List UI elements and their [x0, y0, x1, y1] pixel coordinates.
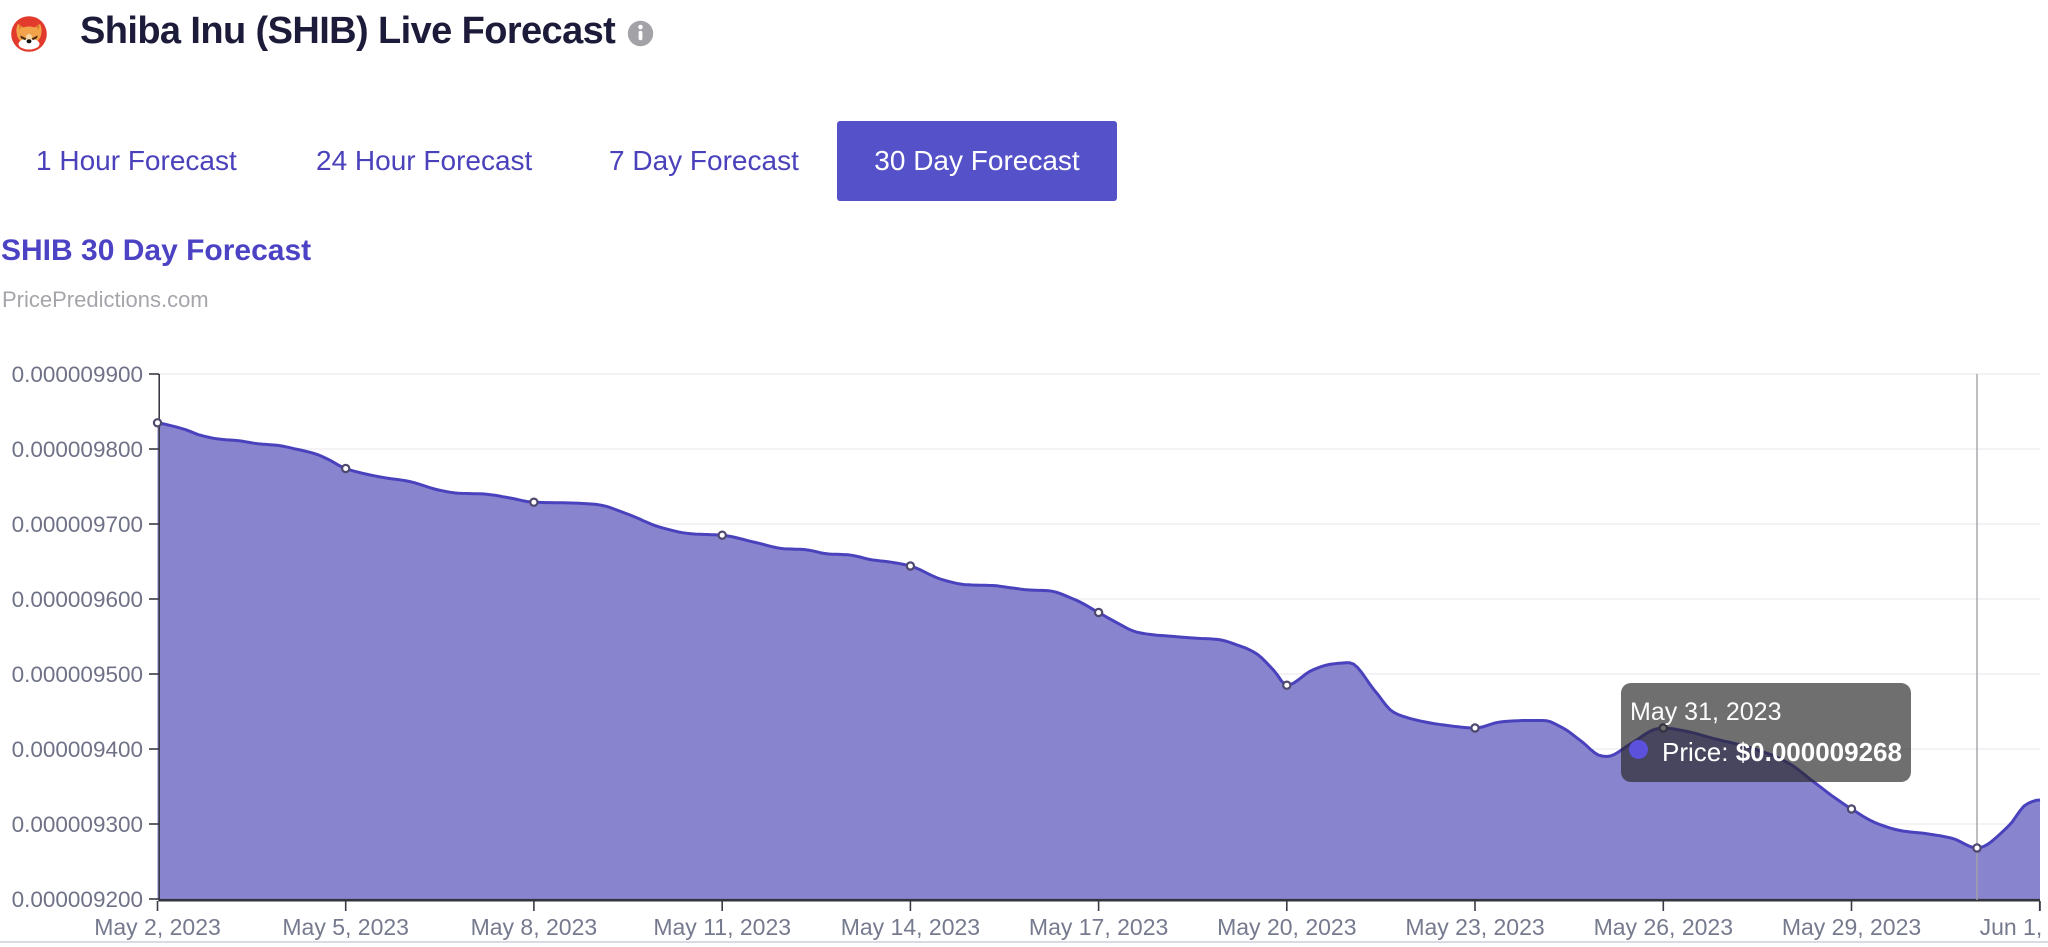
- svg-text:May 2, 2023: May 2, 2023: [94, 914, 221, 940]
- svg-text:0.000009600: 0.000009600: [12, 587, 143, 612]
- svg-text:0.000009200: 0.000009200: [12, 887, 143, 912]
- svg-text:Jun 1, 2023: Jun 1, 2023: [1980, 914, 2048, 940]
- svg-text:May 14, 2023: May 14, 2023: [841, 914, 980, 940]
- svg-text:May 20, 2023: May 20, 2023: [1217, 914, 1356, 940]
- svg-text:0.000009500: 0.000009500: [12, 662, 143, 687]
- svg-text:0.000009400: 0.000009400: [12, 737, 143, 762]
- svg-text:May 11, 2023: May 11, 2023: [653, 914, 791, 940]
- svg-text:May 5, 2023: May 5, 2023: [282, 914, 409, 940]
- svg-text:May 29, 2023: May 29, 2023: [1782, 914, 1921, 940]
- svg-text:0.000009800: 0.000009800: [12, 437, 143, 462]
- svg-text:0.000009700: 0.000009700: [12, 512, 143, 537]
- svg-text:May 8, 2023: May 8, 2023: [471, 914, 598, 940]
- svg-text:0.000009300: 0.000009300: [12, 812, 143, 837]
- svg-text:May 26, 2023: May 26, 2023: [1594, 914, 1733, 940]
- svg-text:May 23, 2023: May 23, 2023: [1405, 914, 1544, 940]
- svg-text:0.000009900: 0.000009900: [12, 362, 143, 387]
- svg-text:May 17, 2023: May 17, 2023: [1029, 914, 1168, 940]
